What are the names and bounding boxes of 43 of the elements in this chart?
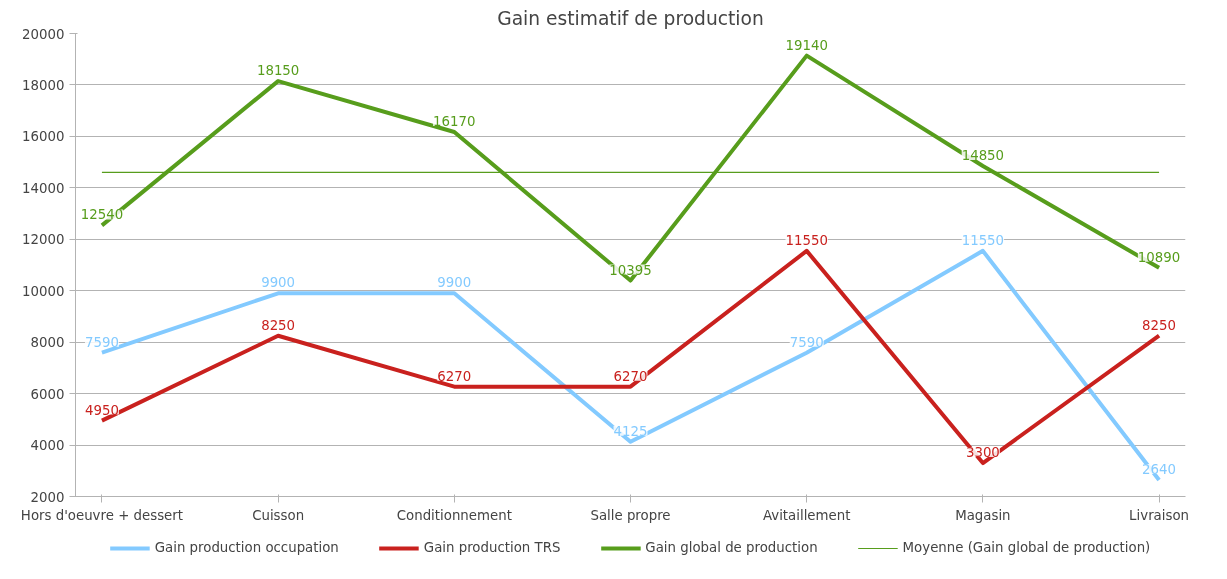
y-tick-label: 4000 [30, 438, 65, 454]
y-tick-label: 14000 [22, 180, 65, 196]
data-label: 10395 [609, 262, 652, 278]
data-label: 6270 [437, 368, 472, 384]
y-tick-label: 8000 [30, 335, 65, 351]
chart-title: Gain estimatif de production [497, 7, 764, 29]
data-label: 12540 [80, 207, 124, 223]
data-label: 16170 [433, 114, 476, 130]
data-label: 19140 [785, 37, 828, 53]
data-label: 11550 [961, 232, 1005, 248]
x-tick-label: Salle propre [590, 507, 671, 523]
data-label: 11550 [785, 232, 828, 248]
data-label: 10890 [1137, 249, 1181, 265]
y-tick-label: 6000 [30, 386, 65, 402]
data-label: 4125 [613, 423, 648, 439]
x-tick-label: Livraison [1129, 507, 1190, 523]
data-label: 9900 [437, 275, 472, 291]
data-label: 2640 [1142, 462, 1177, 478]
data-label: 14850 [961, 147, 1005, 163]
x-tick-label: Magasin [955, 507, 1011, 523]
legend-label: Gain global de production [645, 540, 818, 555]
data-label: 8250 [1142, 317, 1177, 333]
y-tick-label: 10000 [22, 283, 65, 299]
legend-label: Gain production occupation [154, 540, 339, 555]
data-label: 4950 [84, 402, 119, 418]
y-tick-label: 20000 [22, 26, 65, 42]
x-tick-label: Hors d'oeuvre + dessert [20, 507, 183, 523]
legend-label: Moyenne (Gain global de production) [902, 540, 1151, 555]
data-label: 6270 [613, 368, 648, 384]
legend-label: Gain production TRS [423, 540, 561, 555]
data-label: 3300 [965, 445, 1000, 461]
x-tick-label: Cuisson [252, 507, 305, 523]
data-label: 7590 [789, 334, 824, 350]
x-tick-label: Conditionnement [396, 507, 512, 523]
y-tick-label: 18000 [22, 77, 65, 93]
data-label: 9900 [261, 275, 296, 291]
data-label: 8250 [261, 317, 296, 333]
x-tick-label: Avitaillement [762, 507, 851, 523]
y-tick-label: 12000 [22, 232, 65, 248]
y-tick-label: 2000 [30, 489, 65, 505]
data-label: 18150 [256, 63, 300, 79]
data-label: 7590 [84, 334, 119, 350]
y-tick-label: 16000 [22, 129, 65, 145]
